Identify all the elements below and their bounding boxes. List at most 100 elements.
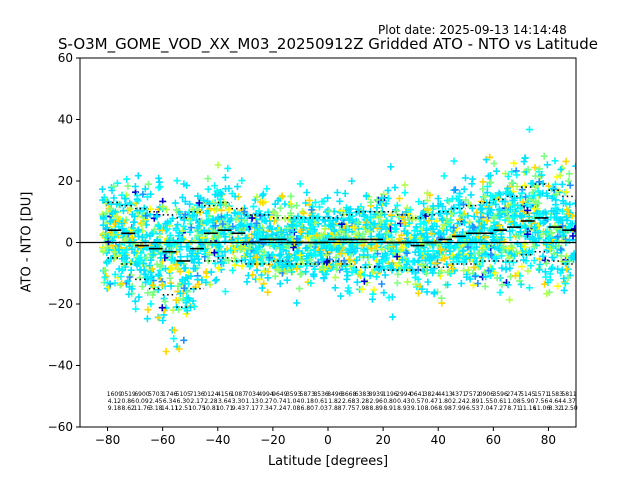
data-point [470, 224, 478, 232]
data-point [287, 237, 295, 245]
data-point [508, 168, 516, 176]
data-point [338, 215, 346, 223]
data-point [382, 225, 390, 233]
data-point [443, 260, 451, 268]
data-point [548, 229, 556, 237]
data-point [213, 276, 220, 284]
data-point [422, 269, 430, 277]
data-point [498, 281, 506, 289]
bin-stat-label: 8.98 [438, 405, 452, 412]
x-tick-label: −20 [260, 433, 285, 447]
data-point [180, 222, 188, 230]
data-point [511, 252, 518, 260]
data-point [237, 214, 245, 222]
data-point [147, 269, 155, 276]
data-point [362, 221, 370, 229]
data-point [293, 202, 301, 209]
data-point [456, 216, 464, 223]
data-point [561, 259, 569, 267]
data-point [143, 231, 151, 239]
data-point [154, 286, 162, 294]
data-point [449, 265, 457, 273]
data-point [398, 231, 405, 239]
data-point [444, 240, 452, 248]
data-point [421, 218, 429, 226]
bin-stat-label: 9.10 [411, 405, 425, 412]
data-point [531, 197, 539, 205]
data-point [540, 152, 548, 160]
data-point [234, 183, 241, 191]
data-point [318, 198, 326, 205]
data-point [470, 212, 478, 220]
data-point [353, 278, 361, 286]
data-point [320, 274, 328, 282]
data-point [566, 201, 574, 208]
y-axis-ticks: −60 −40 −20 0 20 40 60 [48, 51, 80, 434]
data-point [264, 288, 272, 296]
bin-stat-label: 4413 [437, 391, 452, 398]
data-point [344, 284, 352, 292]
data-point [460, 219, 468, 226]
data-point [347, 205, 354, 213]
data-point [370, 252, 378, 260]
data-point [387, 211, 395, 219]
data-point [311, 265, 319, 273]
data-point [400, 227, 408, 235]
bin-stat-label: 7.75 [342, 405, 356, 412]
bin-stat-label: 1583 [548, 391, 563, 398]
data-point [238, 228, 245, 236]
bin-stat-label: 9.43 [232, 405, 246, 412]
data-point [558, 266, 566, 274]
data-point [198, 276, 206, 284]
data-point [99, 196, 107, 204]
data-point [322, 251, 330, 259]
data-point [312, 252, 320, 260]
data-point [157, 261, 165, 269]
bin-stat-label: 2.45 [149, 398, 163, 405]
data-point [119, 207, 127, 215]
data-point [331, 273, 339, 281]
data-point [491, 257, 499, 265]
bin-stat-label: 10.75 [189, 405, 206, 412]
data-point [180, 216, 188, 224]
data-point [387, 163, 395, 171]
data-point [417, 220, 425, 228]
data-point [111, 248, 118, 256]
data-point [180, 336, 188, 344]
data-point [306, 218, 314, 226]
data-point [310, 272, 318, 280]
data-point [430, 264, 438, 272]
data-point [509, 196, 517, 204]
data-point [498, 252, 505, 260]
data-point [118, 280, 126, 288]
data-point [255, 275, 263, 283]
data-point [110, 220, 118, 228]
data-point [166, 231, 174, 239]
bin-stat-label: 8.93 [397, 405, 411, 412]
data-point [444, 268, 452, 276]
data-point [557, 166, 565, 173]
data-point [484, 267, 492, 275]
data-point [137, 266, 145, 274]
x-tick-label: 40 [431, 433, 446, 447]
data-point [273, 265, 281, 273]
data-point [221, 288, 229, 295]
data-point [508, 179, 516, 187]
data-point [513, 171, 521, 179]
data-point [404, 257, 412, 265]
data-point [403, 249, 411, 257]
data-point [468, 204, 476, 212]
data-point [218, 258, 226, 266]
data-point [153, 238, 161, 246]
data-point [489, 227, 497, 235]
data-point [382, 256, 390, 264]
data-point [144, 306, 152, 314]
data-point [309, 234, 317, 242]
data-point [389, 313, 397, 321]
data-point [416, 234, 424, 242]
data-point [223, 221, 231, 229]
data-point [548, 265, 555, 273]
data-point [539, 180, 547, 187]
data-point [161, 298, 169, 305]
data-point [331, 284, 339, 292]
